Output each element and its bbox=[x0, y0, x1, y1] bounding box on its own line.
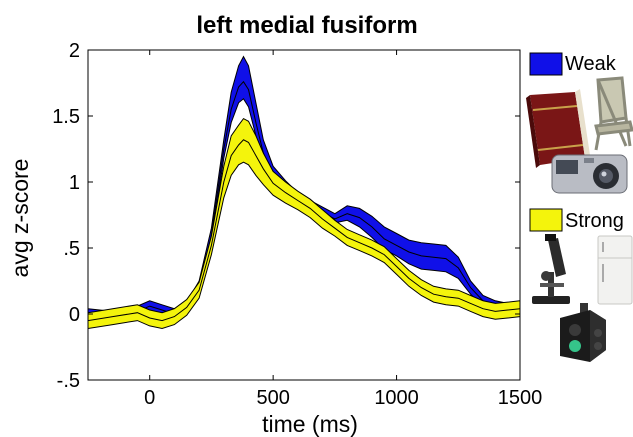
legend-weak-swatch bbox=[529, 52, 563, 76]
x-tick-label: 500 bbox=[256, 387, 289, 409]
x-axis-label: time (ms) bbox=[262, 411, 358, 437]
x-tick-label: 1000 bbox=[374, 387, 419, 409]
y-tick-label: 1 bbox=[69, 172, 80, 194]
y-tick-label: 0 bbox=[69, 304, 80, 326]
book-icon bbox=[526, 89, 590, 168]
camera-icon bbox=[551, 154, 628, 194]
traffic-light-icon bbox=[560, 303, 606, 362]
y-axis-label: avg z-score bbox=[7, 159, 33, 278]
axis-ticks: 0 500 1000 1500 -.5 0 .5 1 1.5 2 bbox=[52, 40, 542, 409]
chart-title: left medial fusiform bbox=[196, 12, 417, 39]
series-weak-band bbox=[88, 55, 520, 323]
plot-area bbox=[87, 49, 521, 381]
y-tick-label: -.5 bbox=[57, 370, 80, 392]
legend-strong-label: Strong bbox=[565, 210, 624, 232]
legend-weak: Weak bbox=[529, 52, 617, 76]
x-tick-label: 0 bbox=[144, 387, 155, 409]
legend-strong-swatch bbox=[529, 208, 563, 232]
y-tick-label: 1.5 bbox=[52, 106, 80, 128]
y-tick-label: .5 bbox=[63, 238, 80, 260]
refrigerator-icon bbox=[597, 235, 633, 305]
microscope-icon bbox=[532, 234, 570, 304]
x-tick-label: 1500 bbox=[498, 387, 543, 409]
legend-strong: Strong bbox=[529, 208, 624, 232]
series-strong-band bbox=[88, 117, 520, 330]
y-tick-label: 2 bbox=[69, 40, 80, 62]
legend-weak-label: Weak bbox=[565, 53, 617, 75]
plot-frame bbox=[87, 49, 521, 381]
folding-chair-icon bbox=[594, 76, 633, 151]
series-strong-mean-line bbox=[88, 139, 520, 322]
